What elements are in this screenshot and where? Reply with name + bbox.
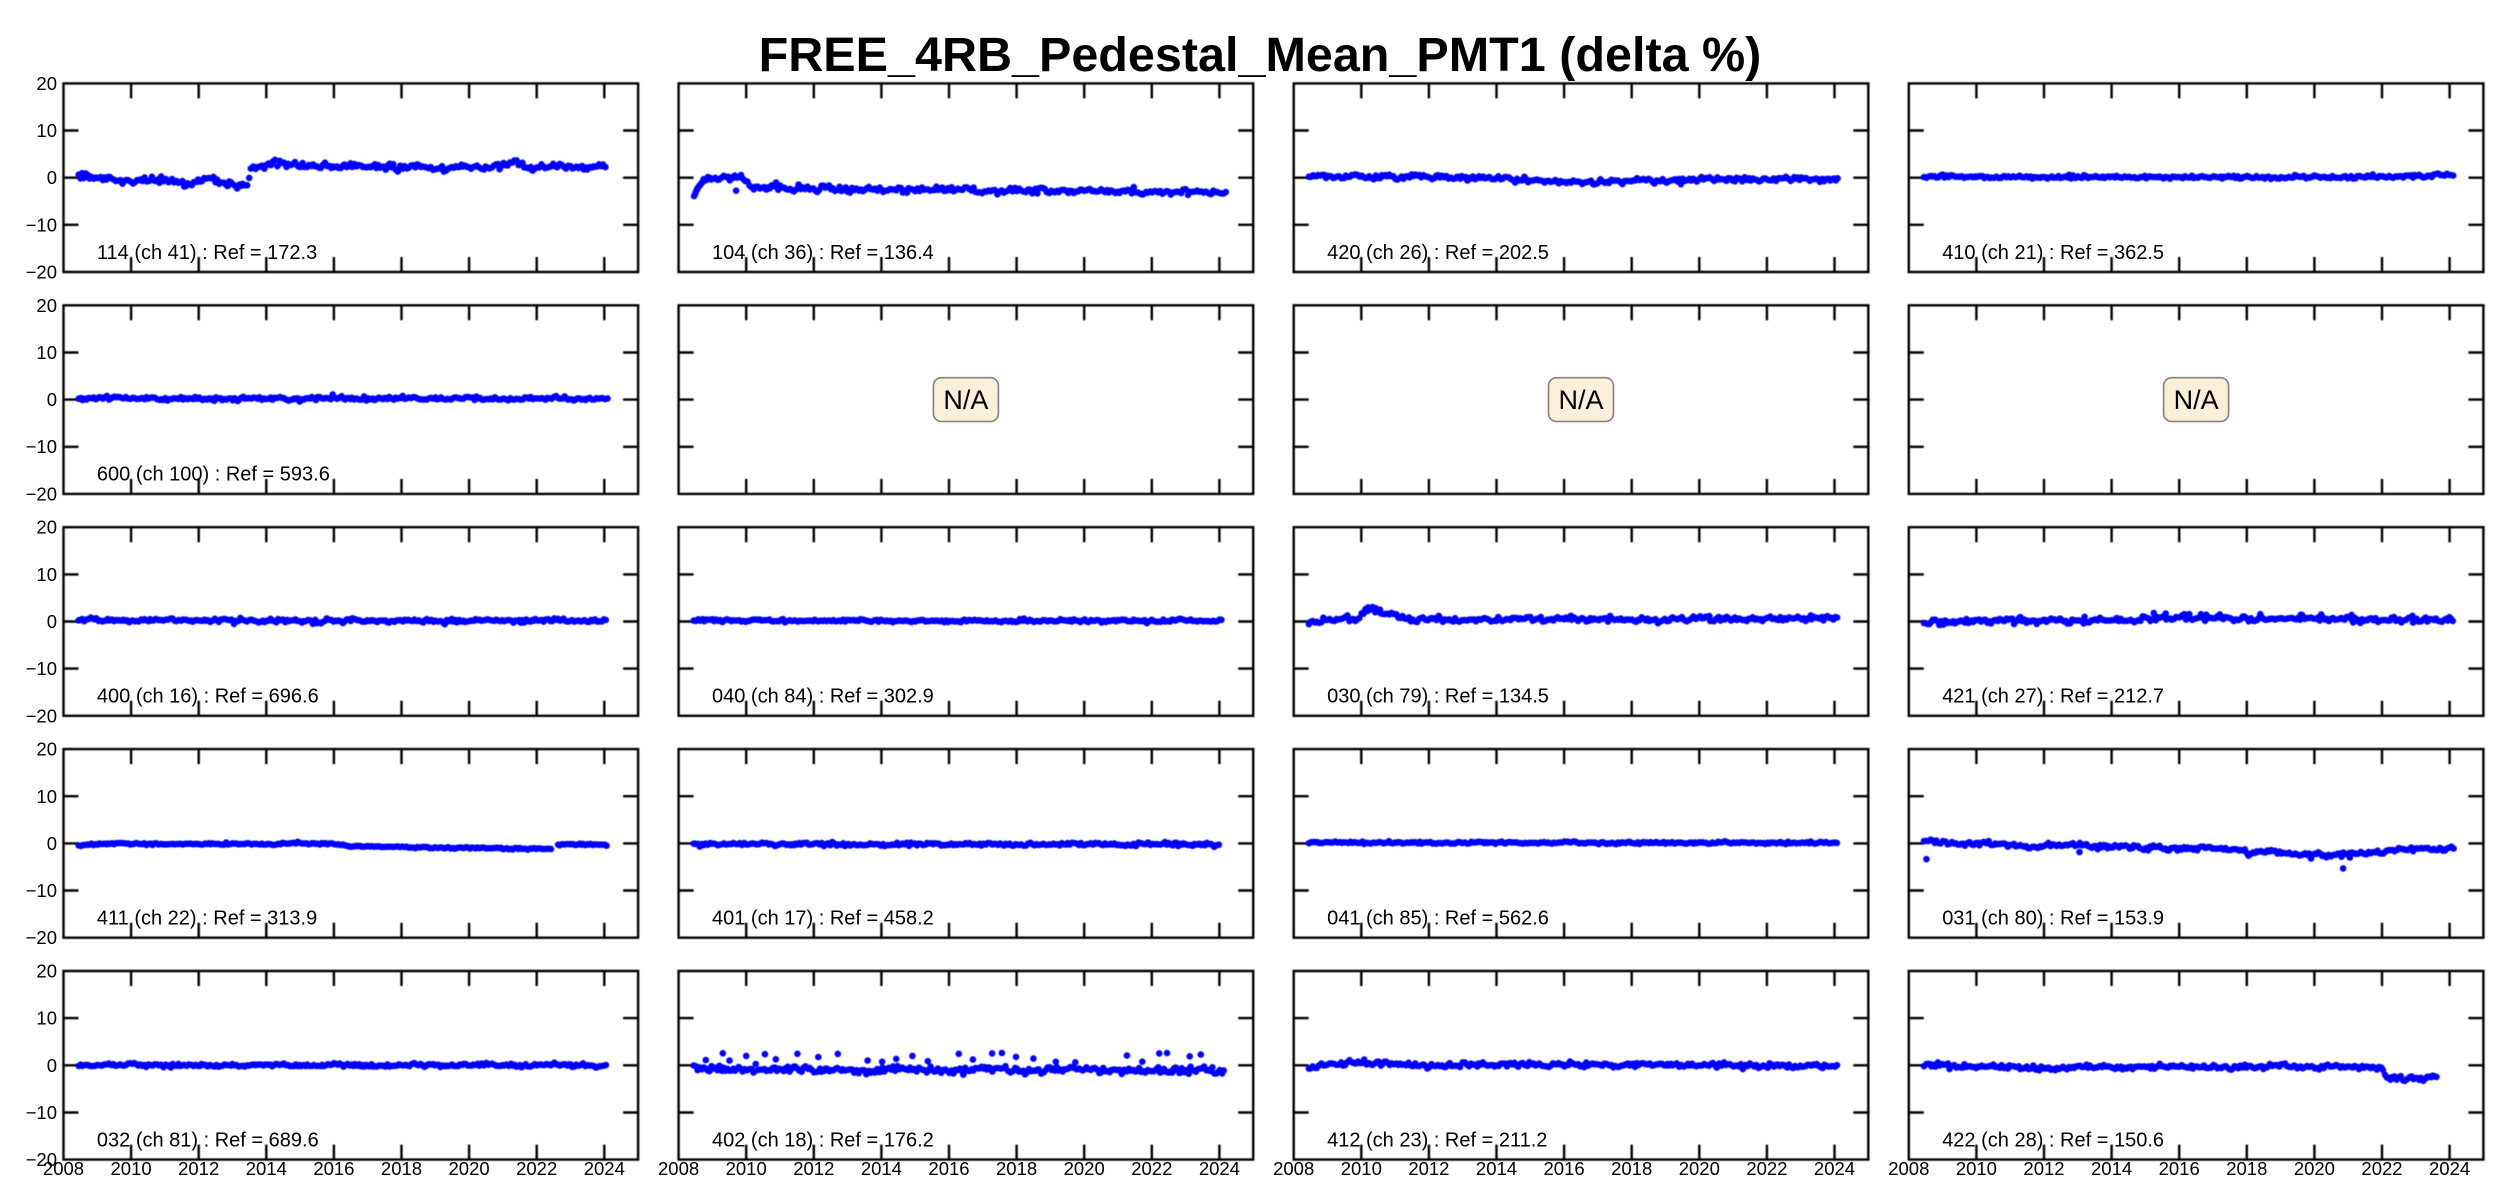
svg-text:2022: 2022 — [2361, 1158, 2402, 1179]
svg-text:2018: 2018 — [996, 1158, 1037, 1179]
svg-text:2024: 2024 — [584, 1158, 625, 1179]
svg-text:2024: 2024 — [2429, 1158, 2470, 1179]
svg-text:0: 0 — [47, 833, 57, 854]
svg-text:−10: −10 — [26, 1102, 57, 1123]
svg-text:−20: −20 — [26, 927, 57, 948]
svg-text:104 (ch 36) : Ref = 136.4: 104 (ch 36) : Ref = 136.4 — [712, 242, 934, 264]
svg-text:2014: 2014 — [246, 1158, 287, 1179]
svg-text:10: 10 — [36, 120, 57, 141]
svg-text:2020: 2020 — [2294, 1158, 2335, 1179]
svg-text:2008: 2008 — [1888, 1158, 1929, 1179]
svg-text:422 (ch 28) : Ref = 150.6: 422 (ch 28) : Ref = 150.6 — [1942, 1129, 2164, 1151]
svg-text:402 (ch 18) : Ref = 176.2: 402 (ch 18) : Ref = 176.2 — [712, 1129, 934, 1151]
svg-text:10: 10 — [36, 786, 57, 807]
svg-text:2016: 2016 — [2159, 1158, 2200, 1179]
svg-text:030 (ch 79) : Ref = 134.5: 030 (ch 79) : Ref = 134.5 — [1327, 686, 1549, 708]
svg-text:2020: 2020 — [1679, 1158, 1720, 1179]
svg-text:−10: −10 — [26, 658, 57, 679]
svg-text:2012: 2012 — [1408, 1158, 1449, 1179]
svg-text:401 (ch 17) : Ref = 458.2: 401 (ch 17) : Ref = 458.2 — [712, 908, 934, 930]
svg-text:10: 10 — [36, 1008, 57, 1029]
svg-text:2012: 2012 — [2023, 1158, 2064, 1179]
svg-text:−20: −20 — [26, 1149, 57, 1170]
svg-text:2024: 2024 — [1814, 1158, 1855, 1179]
svg-text:420 (ch 26) : Ref = 202.5: 420 (ch 26) : Ref = 202.5 — [1327, 242, 1549, 264]
svg-text:2012: 2012 — [178, 1158, 219, 1179]
svg-text:600 (ch 100) : Ref = 593.6: 600 (ch 100) : Ref = 593.6 — [97, 464, 330, 486]
svg-text:−20: −20 — [26, 705, 57, 726]
svg-text:2016: 2016 — [313, 1158, 354, 1179]
svg-text:2022: 2022 — [1131, 1158, 1172, 1179]
svg-text:2014: 2014 — [2091, 1158, 2132, 1179]
svg-text:0: 0 — [47, 1055, 57, 1076]
svg-text:0: 0 — [47, 389, 57, 410]
svg-text:0: 0 — [47, 611, 57, 632]
svg-text:2010: 2010 — [1341, 1158, 1382, 1179]
svg-text:2024: 2024 — [1199, 1158, 1240, 1179]
svg-text:10: 10 — [36, 342, 57, 363]
svg-text:041 (ch 85) : Ref = 562.6: 041 (ch 85) : Ref = 562.6 — [1327, 908, 1549, 930]
svg-text:FREE_4RB_Pedestal_Mean_PMT1 (d: FREE_4RB_Pedestal_Mean_PMT1 (delta %) — [759, 28, 1762, 82]
svg-text:2010: 2010 — [111, 1158, 152, 1179]
svg-text:0: 0 — [47, 167, 57, 188]
svg-text:2014: 2014 — [861, 1158, 902, 1179]
svg-text:N/A: N/A — [2174, 385, 2219, 415]
svg-text:2016: 2016 — [1544, 1158, 1585, 1179]
svg-text:−20: −20 — [26, 483, 57, 504]
svg-text:412 (ch 23) : Ref = 211.2: 412 (ch 23) : Ref = 211.2 — [1327, 1129, 1547, 1151]
svg-text:2018: 2018 — [2226, 1158, 2267, 1179]
svg-text:410 (ch 21) : Ref = 362.5: 410 (ch 21) : Ref = 362.5 — [1942, 242, 2164, 264]
svg-text:2008: 2008 — [43, 1158, 84, 1179]
svg-text:2012: 2012 — [793, 1158, 834, 1179]
svg-text:2010: 2010 — [1956, 1158, 1997, 1179]
svg-text:−10: −10 — [26, 214, 57, 235]
svg-text:N/A: N/A — [1558, 385, 1603, 415]
svg-text:10: 10 — [36, 564, 57, 585]
svg-text:−10: −10 — [26, 436, 57, 457]
svg-text:20: 20 — [36, 517, 57, 538]
svg-text:2022: 2022 — [516, 1158, 557, 1179]
svg-text:2016: 2016 — [928, 1158, 969, 1179]
svg-text:400 (ch 16) : Ref = 696.6: 400 (ch 16) : Ref = 696.6 — [97, 686, 319, 708]
svg-text:114 (ch 41) : Ref = 172.3: 114 (ch 41) : Ref = 172.3 — [97, 242, 317, 264]
svg-text:2020: 2020 — [1064, 1158, 1105, 1179]
svg-text:411 (ch 22) : Ref = 313.9: 411 (ch 22) : Ref = 313.9 — [97, 908, 317, 930]
svg-text:2008: 2008 — [1273, 1158, 1314, 1179]
svg-text:−10: −10 — [26, 880, 57, 901]
svg-text:2010: 2010 — [726, 1158, 767, 1179]
svg-text:2008: 2008 — [658, 1158, 699, 1179]
svg-text:421 (ch 27) : Ref = 212.7: 421 (ch 27) : Ref = 212.7 — [1942, 686, 2164, 708]
svg-text:20: 20 — [36, 295, 57, 316]
svg-text:20: 20 — [36, 961, 57, 982]
svg-text:2022: 2022 — [1746, 1158, 1787, 1179]
svg-text:032 (ch 81) : Ref = 689.6: 032 (ch 81) : Ref = 689.6 — [97, 1129, 319, 1151]
svg-text:2018: 2018 — [1611, 1158, 1652, 1179]
svg-text:N/A: N/A — [943, 385, 988, 415]
svg-text:20: 20 — [36, 739, 57, 760]
svg-text:2020: 2020 — [449, 1158, 490, 1179]
svg-text:040 (ch 84) : Ref = 302.9: 040 (ch 84) : Ref = 302.9 — [712, 686, 934, 708]
svg-text:2018: 2018 — [381, 1158, 422, 1179]
svg-text:031 (ch 80) : Ref = 153.9: 031 (ch 80) : Ref = 153.9 — [1942, 908, 2164, 930]
svg-text:2014: 2014 — [1476, 1158, 1517, 1179]
svg-text:−20: −20 — [26, 262, 57, 283]
svg-text:20: 20 — [36, 73, 57, 94]
